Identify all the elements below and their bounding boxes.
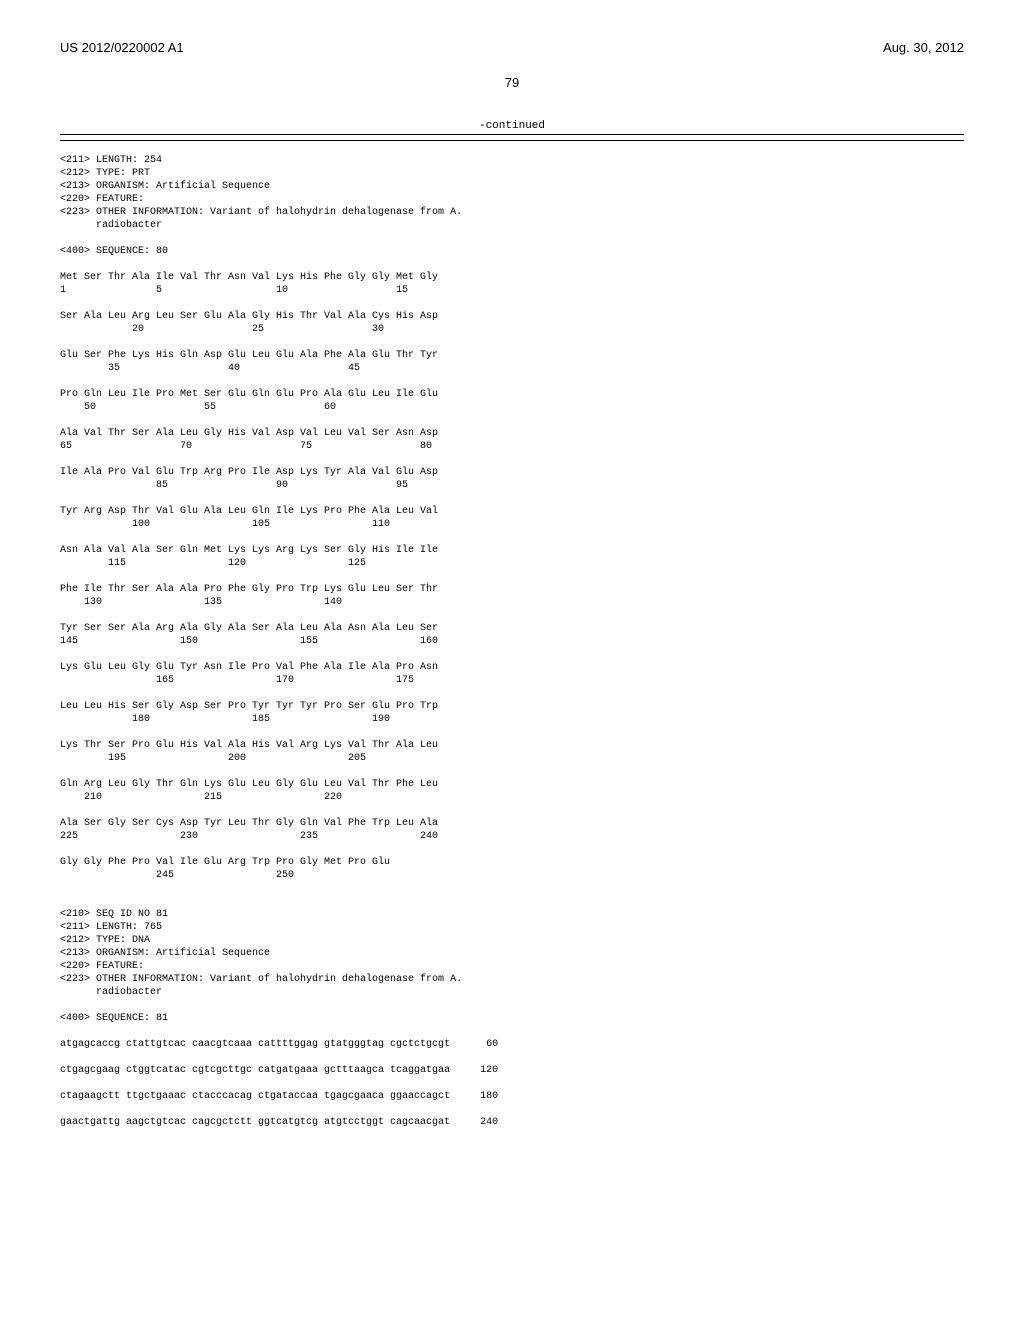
protein-nums: 130 135 140 — [60, 597, 342, 608]
protein-nums: 210 215 220 — [60, 792, 342, 803]
seq81-organism: <213> ORGANISM: Artificial Sequence — [60, 948, 270, 959]
dna-pos: 120 — [480, 1065, 498, 1076]
protein-nums: 65 70 75 80 — [60, 441, 432, 452]
protein-row: Pro Gln Leu Ile Pro Met Ser Glu Gln Glu … — [60, 389, 438, 400]
dna-row: ctgagcgaag ctggtcatac cgtcgcttgc catgatg… — [60, 1065, 450, 1076]
protein-row: Met Ser Thr Ala Ile Val Thr Asn Val Lys … — [60, 272, 438, 283]
seq80-info1: <223> OTHER INFORMATION: Variant of halo… — [60, 207, 462, 218]
seq81-length: <211> LENGTH: 765 — [60, 922, 162, 933]
dna-row: atgagcaccg ctattgtcac caacgtcaaa cattttg… — [60, 1039, 450, 1050]
seq80-organism: <213> ORGANISM: Artificial Sequence — [60, 181, 270, 192]
seq80-feature: <220> FEATURE: — [60, 194, 144, 205]
protein-row: Leu Leu His Ser Gly Asp Ser Pro Tyr Tyr … — [60, 701, 438, 712]
continued-label: -continued — [60, 120, 964, 132]
dna-pos: 180 — [480, 1091, 498, 1102]
protein-nums: 100 105 110 — [60, 519, 390, 530]
dna-pos: 60 — [486, 1039, 498, 1050]
seq80-info2: radiobacter — [60, 220, 162, 231]
dna-row: ctagaagctt ttgctgaaac ctacccacag ctgatac… — [60, 1091, 450, 1102]
seq81-id: <210> SEQ ID NO 81 — [60, 909, 168, 920]
protein-row: Lys Glu Leu Gly Glu Tyr Asn Ile Pro Val … — [60, 662, 438, 673]
seq81-info1: <223> OTHER INFORMATION: Variant of halo… — [60, 974, 462, 985]
protein-nums: 50 55 60 — [60, 402, 336, 413]
sequence-listing: <211> LENGTH: 254 <212> TYPE: PRT <213> … — [60, 141, 964, 1129]
seq80-label: <400> SEQUENCE: 80 — [60, 246, 168, 257]
protein-row: Asn Ala Val Ala Ser Gln Met Lys Lys Arg … — [60, 545, 438, 556]
seq81-info2: radiobacter — [60, 987, 162, 998]
protein-nums: 195 200 205 — [60, 753, 366, 764]
dna-pos: 240 — [480, 1117, 498, 1128]
protein-row: Ser Ala Leu Arg Leu Ser Glu Ala Gly His … — [60, 311, 438, 322]
protein-row: Tyr Arg Asp Thr Val Glu Ala Leu Gln Ile … — [60, 506, 438, 517]
dna-row: gaactgattg aagctgtcac cagcgctctt ggtcatg… — [60, 1117, 450, 1128]
protein-nums: 225 230 235 240 — [60, 831, 438, 842]
protein-nums: 180 185 190 — [60, 714, 390, 725]
top-rule — [60, 134, 964, 135]
protein-row: Gly Gly Phe Pro Val Ile Glu Arg Trp Pro … — [60, 857, 390, 868]
protein-nums: 165 170 175 — [60, 675, 414, 686]
publication-number: US 2012/0220002 A1 — [60, 40, 184, 55]
protein-row: Gln Arg Leu Gly Thr Gln Lys Glu Leu Gly … — [60, 779, 438, 790]
publication-date: Aug. 30, 2012 — [883, 40, 964, 55]
page-header: US 2012/0220002 A1 Aug. 30, 2012 — [60, 40, 964, 55]
protein-nums: 145 150 155 160 — [60, 636, 438, 647]
seq81-type: <212> TYPE: DNA — [60, 935, 150, 946]
protein-nums: 1 5 10 15 — [60, 285, 408, 296]
protein-row: Tyr Ser Ser Ala Arg Ala Gly Ala Ser Ala … — [60, 623, 438, 634]
protein-nums: 115 120 125 — [60, 558, 366, 569]
page-number: 79 — [60, 75, 964, 90]
protein-nums: 20 25 30 — [60, 324, 384, 335]
seq80-type: <212> TYPE: PRT — [60, 168, 150, 179]
protein-row: Lys Thr Ser Pro Glu His Val Ala His Val … — [60, 740, 438, 751]
seq81-feature: <220> FEATURE: — [60, 961, 144, 972]
protein-nums: 245 250 — [60, 870, 294, 881]
protein-row: Phe Ile Thr Ser Ala Ala Pro Phe Gly Pro … — [60, 584, 438, 595]
seq80-length: <211> LENGTH: 254 — [60, 155, 162, 166]
seq81-label: <400> SEQUENCE: 81 — [60, 1013, 168, 1024]
protein-nums: 35 40 45 — [60, 363, 360, 374]
protein-row: Ile Ala Pro Val Glu Trp Arg Pro Ile Asp … — [60, 467, 438, 478]
protein-row: Ala Ser Gly Ser Cys Asp Tyr Leu Thr Gly … — [60, 818, 438, 829]
protein-nums: 85 90 95 — [60, 480, 408, 491]
protein-row: Glu Ser Phe Lys His Gln Asp Glu Leu Glu … — [60, 350, 438, 361]
protein-row: Ala Val Thr Ser Ala Leu Gly His Val Asp … — [60, 428, 438, 439]
